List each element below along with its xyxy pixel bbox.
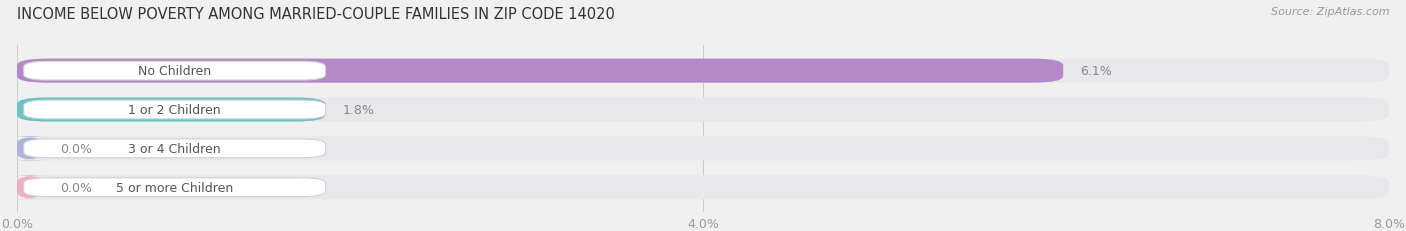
Text: 3 or 4 Children: 3 or 4 Children bbox=[128, 142, 221, 155]
FancyBboxPatch shape bbox=[24, 101, 326, 119]
FancyBboxPatch shape bbox=[17, 59, 1389, 83]
FancyBboxPatch shape bbox=[11, 175, 48, 199]
FancyBboxPatch shape bbox=[17, 98, 326, 122]
Text: 1.8%: 1.8% bbox=[343, 103, 374, 116]
FancyBboxPatch shape bbox=[11, 137, 48, 161]
Text: Source: ZipAtlas.com: Source: ZipAtlas.com bbox=[1271, 7, 1389, 17]
Text: 1 or 2 Children: 1 or 2 Children bbox=[128, 103, 221, 116]
FancyBboxPatch shape bbox=[17, 137, 1389, 161]
FancyBboxPatch shape bbox=[17, 175, 1389, 199]
Text: No Children: No Children bbox=[138, 65, 211, 78]
FancyBboxPatch shape bbox=[24, 178, 326, 197]
FancyBboxPatch shape bbox=[17, 98, 1389, 122]
Text: 0.0%: 0.0% bbox=[59, 142, 91, 155]
Text: 5 or more Children: 5 or more Children bbox=[117, 181, 233, 194]
FancyBboxPatch shape bbox=[24, 62, 326, 81]
FancyBboxPatch shape bbox=[24, 139, 326, 158]
FancyBboxPatch shape bbox=[17, 59, 1063, 83]
Text: 0.0%: 0.0% bbox=[59, 181, 91, 194]
Text: INCOME BELOW POVERTY AMONG MARRIED-COUPLE FAMILIES IN ZIP CODE 14020: INCOME BELOW POVERTY AMONG MARRIED-COUPL… bbox=[17, 7, 614, 22]
Text: 6.1%: 6.1% bbox=[1080, 65, 1112, 78]
